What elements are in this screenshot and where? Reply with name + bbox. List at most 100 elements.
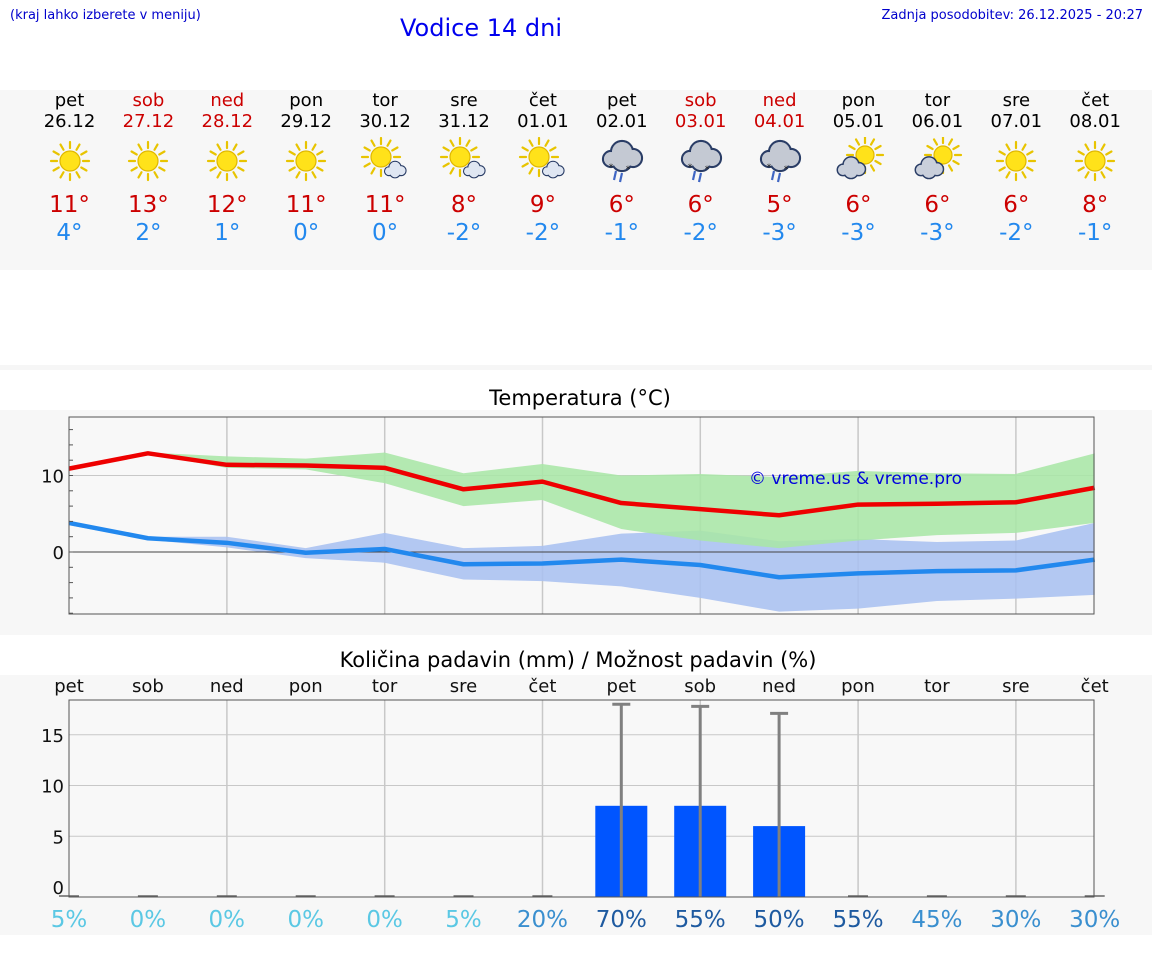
min-temperature: -2°: [525, 220, 561, 246]
day-column: ned 04.01 * * 5° -3°: [740, 90, 819, 247]
precip-day-label: pon: [841, 676, 875, 697]
day-column: čet 01.01 9° -2°: [503, 90, 582, 247]
day-date: 26.12: [43, 111, 96, 132]
min-temperature: -2°: [446, 220, 482, 246]
day-name: čet: [1081, 90, 1110, 111]
max-temperature: 6°: [924, 192, 951, 218]
page-title: Vodice 14 dni: [400, 14, 563, 42]
y-tick-label: 5: [53, 827, 64, 848]
sun-small-cloud-icon: [518, 137, 565, 179]
svg-text:*: *: [704, 165, 709, 175]
day-date: 31.12: [438, 111, 490, 132]
precipitation-plot-area: [69, 700, 1094, 897]
day-date: 05.01: [832, 111, 885, 132]
min-temperature-band: [69, 521, 1095, 612]
max-temperature: 13°: [128, 192, 169, 218]
min-temperature: -3°: [920, 220, 955, 246]
day-name: sob: [684, 90, 717, 111]
svg-text:*: *: [626, 165, 631, 175]
sun-cloud-icon: [914, 137, 963, 180]
precipitation-chart-title: Količina padavin (mm) / Možnost padavin …: [339, 648, 817, 672]
day-name: tor: [924, 90, 951, 111]
precip-day-label: sob: [684, 676, 716, 697]
precip-day-label: čet: [528, 676, 556, 697]
sun-icon: [49, 140, 90, 182]
max-temperature: 11°: [285, 192, 327, 218]
day-date: 08.01: [1069, 111, 1121, 132]
day-date: 03.01: [674, 111, 727, 132]
min-temperature: -2°: [999, 220, 1034, 246]
daily-forecast-strip: pet 26.12 11° 4° sob 27.12 13° 2° ned 28.12 12° 1° p…: [0, 90, 1152, 270]
day-date: 01.01: [517, 111, 569, 132]
day-date: 27.12: [122, 111, 175, 132]
sun-icon: [996, 140, 1037, 182]
precip-chance-label: 55%: [675, 907, 726, 933]
cloud-sleet-icon: * *: [759, 139, 801, 183]
precip-chance-label: 0%: [287, 907, 324, 933]
min-temperature: -3°: [762, 220, 797, 246]
day-name: ned: [762, 90, 797, 111]
y-tick-label: 10: [41, 777, 64, 798]
precipitation-plot-frame: [68, 699, 1095, 898]
precip-chance-label: 20%: [517, 907, 568, 933]
max-temperature: 8°: [450, 192, 478, 218]
precip-chance-label: 0%: [130, 907, 167, 933]
day-column: sre 07.01 6° -2°: [977, 90, 1056, 247]
precip-day-label: pet: [54, 676, 84, 697]
max-temperature: 11°: [364, 192, 406, 218]
day-date: 29.12: [280, 111, 332, 132]
day-name: pet: [54, 90, 85, 111]
precip-day-label: tor: [372, 676, 398, 697]
min-temperature: 0°: [372, 220, 399, 246]
precip-chance-label: 0%: [366, 907, 403, 933]
precip-chance-label: 5%: [51, 907, 88, 933]
precip-chance-label: 45%: [911, 907, 962, 933]
precip-day-label: sre: [450, 676, 477, 697]
precip-chance-label: 70%: [596, 907, 647, 933]
precip-day-label: pon: [289, 676, 323, 697]
max-temperature: 11°: [49, 192, 90, 218]
day-date: 07.01: [990, 111, 1043, 132]
day-name: pet: [607, 90, 637, 111]
temperature-chart: 0 10 © vreme.us & vreme.pro: [41, 416, 1096, 615]
min-temperature: 4°: [56, 220, 83, 246]
min-temperature: -1°: [1077, 220, 1113, 246]
day-column: čet 08.01 8° -1°: [1056, 90, 1135, 247]
day-column: pet 02.01 * * 6° -1°: [582, 90, 661, 247]
max-temperature: 6°: [608, 192, 635, 218]
sun-icon: [128, 140, 169, 182]
min-temperature: 2°: [135, 220, 162, 246]
min-temperature-line: [68, 520, 1096, 580]
day-name: ned: [210, 90, 245, 111]
day-name: čet: [528, 90, 557, 111]
min-temperature: 1°: [214, 220, 241, 246]
day-name: sre: [450, 90, 478, 111]
svg-text:*: *: [783, 165, 788, 175]
svg-text:*: *: [766, 163, 771, 173]
min-temperature: -3°: [841, 220, 876, 246]
city-menu-hint: (kraj lahko izberete v meniju): [10, 8, 201, 23]
y-tick-label: 0: [53, 543, 64, 564]
max-temperature-line: [68, 451, 1096, 518]
sun-icon: [286, 140, 327, 182]
day-date: 06.01: [911, 111, 964, 132]
cloud-sleet-icon: * *: [601, 139, 643, 183]
day-column: tor 30.12 11° 0°: [346, 90, 425, 247]
min-temperature: -2°: [683, 220, 718, 246]
day-column: ned 28.12 12° 1°: [188, 90, 267, 247]
day-name: pon: [841, 90, 876, 111]
precip-day-label: tor: [924, 676, 950, 697]
section-divider: [0, 365, 1152, 370]
sun-small-cloud-icon: [360, 137, 407, 179]
precip-chance-label: 0%: [209, 907, 246, 933]
max-temperature: 6°: [687, 192, 714, 218]
temperature-chart-title: Temperatura (°C): [489, 386, 671, 410]
precip-day-label: ned: [762, 676, 796, 697]
day-column: sre 31.12 8° -2°: [425, 90, 504, 247]
sun-icon: [207, 140, 248, 182]
y-tick-label: 0: [53, 878, 64, 899]
precip-chance-label: 30%: [990, 907, 1041, 933]
temperature-plot-frame: [68, 416, 1095, 615]
day-column: sob 03.01 * * 6° -2°: [661, 90, 740, 247]
